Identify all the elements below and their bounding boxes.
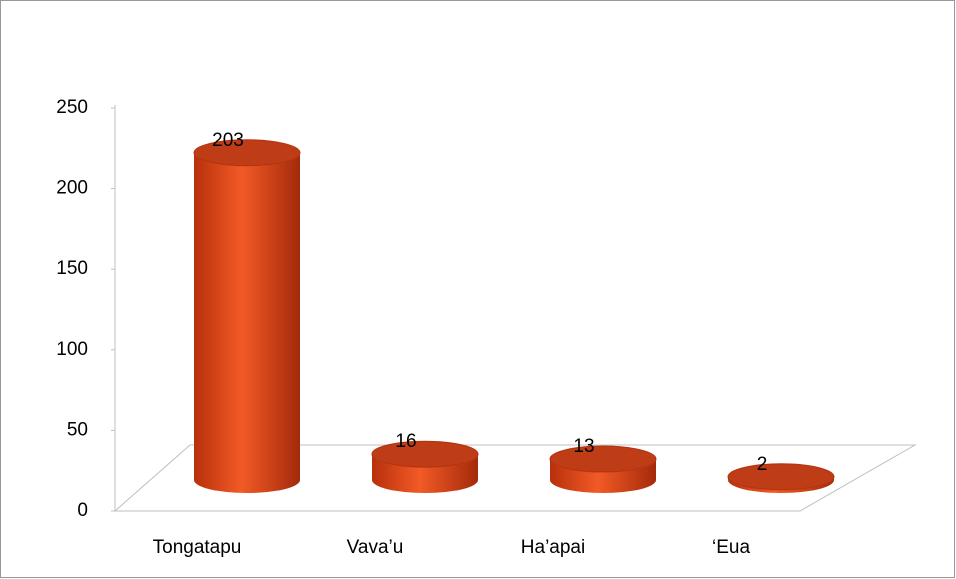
bar-base	[372, 467, 478, 493]
y-tick-label: 250	[56, 97, 88, 118]
bar-top	[371, 440, 479, 468]
bar-top-shade	[194, 139, 300, 166]
x-tick-label: Vava’u	[347, 537, 404, 558]
value-label: 16	[395, 431, 416, 452]
value-label: 13	[573, 436, 594, 457]
y-tick-label: 200	[56, 178, 88, 199]
x-tick-label: Ha’apai	[521, 537, 585, 558]
bar-top	[193, 139, 301, 167]
bar-top-shade	[372, 441, 478, 468]
floor	[113, 444, 917, 512]
y-tick-label: 0	[77, 500, 88, 521]
x-tick-label: ‘Eua	[712, 537, 750, 558]
bar-top	[727, 463, 835, 491]
bar-top-shade	[550, 446, 656, 473]
y-tick-label: 150	[56, 258, 88, 279]
bar-top	[549, 445, 657, 473]
bar-base	[550, 467, 656, 493]
bar	[194, 152, 300, 481]
value-label: 203	[212, 130, 244, 151]
value-label: 2	[757, 454, 768, 475]
y-tick-label: 100	[56, 339, 88, 360]
x-tick-label: Tongatapu	[153, 537, 242, 558]
y-tick-label: 50	[67, 419, 88, 440]
bar-top-shade	[728, 463, 834, 490]
bar-base	[194, 467, 300, 493]
